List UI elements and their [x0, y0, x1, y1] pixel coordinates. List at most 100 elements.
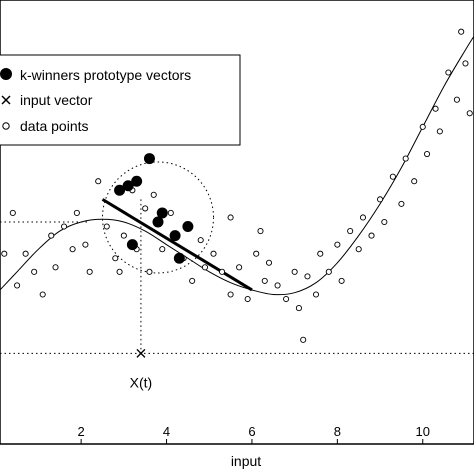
data-point — [159, 246, 166, 253]
data-point — [304, 273, 311, 280]
data-point — [368, 232, 375, 239]
data-point — [291, 268, 298, 275]
neighborhood-circle-group — [101, 161, 215, 274]
data-point — [146, 268, 153, 275]
data-point — [210, 250, 217, 257]
data-point — [167, 209, 174, 216]
data-point — [150, 191, 157, 198]
data-point — [355, 246, 362, 253]
prototype-point — [122, 180, 134, 192]
legend-marker-input-vector — [1, 95, 11, 105]
prototype-points-layer — [114, 153, 194, 264]
prototype-point — [143, 153, 155, 165]
plot-frame — [0, 0, 474, 445]
data-point — [120, 232, 127, 239]
data-point — [86, 268, 93, 275]
neighborhood-circle — [101, 161, 215, 274]
data-point — [359, 214, 367, 221]
data-point — [48, 232, 55, 239]
data-point — [189, 277, 196, 284]
input-vector-marker — [136, 348, 146, 358]
data-point — [436, 128, 443, 135]
function-curve — [0, 35, 474, 296]
data-point — [95, 178, 102, 185]
x-t-annotation-label: X(t) — [130, 374, 153, 390]
data-point — [432, 105, 439, 112]
data-point — [227, 291, 234, 298]
data-point — [300, 336, 307, 343]
x-tick-label: 2 — [78, 424, 85, 439]
data-point — [274, 282, 281, 289]
data-point — [257, 228, 264, 235]
legend: k-winners prototype vectors input vector… — [0, 54, 241, 146]
data-point — [69, 246, 76, 253]
data-point — [334, 241, 341, 248]
data-point — [389, 173, 396, 180]
data-point — [253, 250, 260, 257]
prototype-point — [169, 230, 181, 242]
data-point — [312, 291, 320, 298]
data-point — [197, 237, 204, 244]
x-tick-label: 6 — [248, 424, 255, 439]
data-point — [458, 28, 465, 35]
data-point — [325, 268, 332, 275]
prototype-point — [126, 239, 138, 251]
data-point — [317, 250, 324, 257]
data-point — [347, 228, 354, 235]
data-point — [419, 123, 426, 130]
prototype-point — [173, 252, 185, 264]
data-point — [39, 291, 46, 298]
data-points-layer — [1, 28, 473, 343]
data-point — [466, 110, 473, 117]
data-point — [9, 209, 16, 216]
prototype-point — [131, 175, 143, 187]
data-point — [227, 214, 234, 221]
data-point — [73, 209, 80, 216]
x-axis-label: input — [231, 453, 261, 469]
data-point — [22, 250, 29, 257]
data-point — [453, 96, 460, 103]
data-point — [402, 155, 409, 162]
data-point — [14, 282, 21, 289]
data-point — [61, 223, 68, 230]
x-ticks-layer: 2 4 6 8 10 — [78, 424, 430, 444]
data-point — [112, 255, 119, 262]
curve-layer — [0, 35, 474, 296]
data-point — [398, 200, 405, 207]
prototype-point — [156, 207, 168, 219]
data-point — [244, 295, 251, 303]
x-tick-label: 8 — [334, 424, 341, 439]
data-point — [381, 218, 388, 226]
data-point — [295, 305, 302, 312]
data-point — [1, 250, 8, 257]
legend-marker-data-points — [2, 122, 10, 130]
data-point — [52, 264, 59, 271]
prototype-point — [152, 216, 164, 228]
legend-box — [0, 54, 241, 146]
data-point — [31, 268, 38, 275]
data-point — [411, 178, 418, 185]
data-point — [377, 196, 384, 203]
legend-label-data-points: data points — [20, 118, 89, 134]
input-vector-layer — [136, 348, 146, 358]
data-point — [116, 268, 123, 275]
legend-label-input-vector: input vector — [20, 92, 93, 108]
data-point — [445, 69, 452, 76]
x-tick-label: 10 — [416, 424, 430, 439]
data-point — [261, 277, 268, 284]
data-point — [201, 264, 209, 271]
data-point — [283, 295, 290, 303]
data-point — [265, 259, 273, 266]
data-point — [423, 150, 431, 158]
legend-label-prototype: k-winners prototype vectors — [20, 67, 191, 83]
legend-marker-prototype — [0, 68, 12, 80]
data-point — [338, 277, 345, 284]
data-point — [219, 268, 226, 275]
prototype-point — [182, 221, 194, 233]
data-point — [82, 241, 89, 248]
x-tick-label: 4 — [163, 424, 170, 439]
data-point — [462, 60, 469, 67]
data-point — [103, 223, 110, 230]
regression-line — [101, 198, 253, 292]
